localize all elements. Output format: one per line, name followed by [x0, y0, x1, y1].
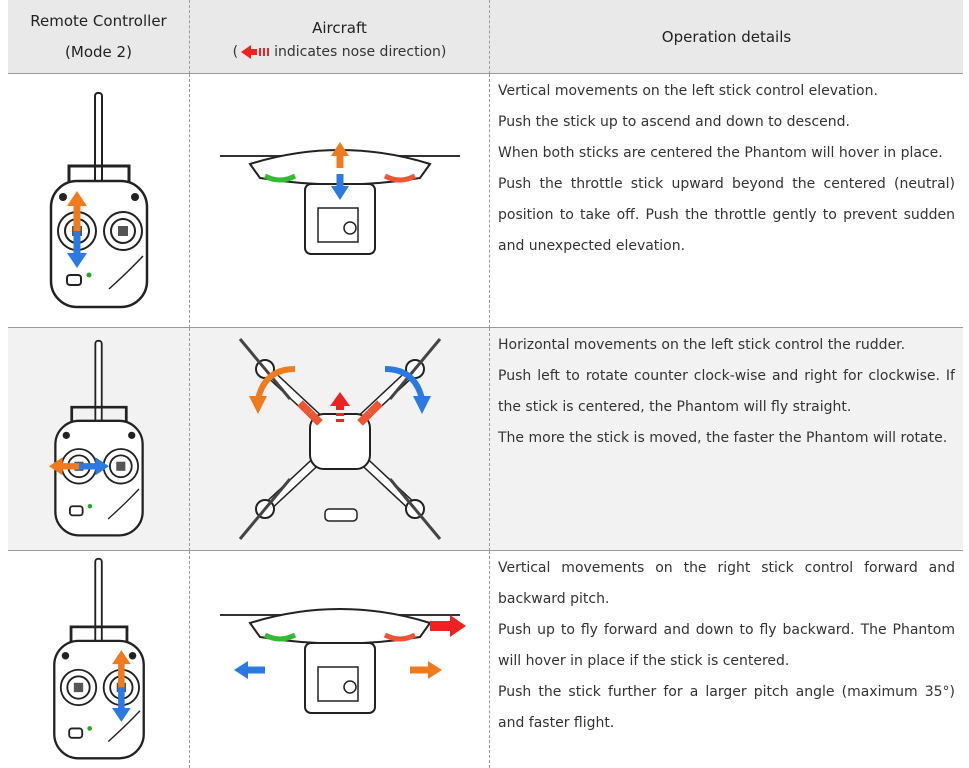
remote-cell — [8, 551, 190, 768]
detail-paragraph: Push up to fly forward and down to fly b… — [498, 622, 955, 669]
header-text: Aircraft — [312, 19, 367, 37]
detail-paragraph: When both sticks are centered the Phanto… — [498, 145, 943, 161]
aircraft-cell — [190, 551, 490, 768]
aircraft-cell — [190, 328, 490, 551]
header-text: indicates nose direction) — [274, 44, 447, 60]
details-cell: Vertical movements on the right stick co… — [490, 551, 963, 768]
header-cell: Operation details — [490, 0, 963, 74]
header-text: (Mode 2) — [65, 42, 132, 61]
detail-paragraph: Vertical movements on the right stick co… — [498, 560, 955, 607]
remote-illustration — [39, 91, 159, 311]
remote-cell — [8, 74, 190, 328]
remote-cell — [8, 328, 190, 551]
controls-table: Remote Controller (Mode 2) Aircraft ( in… — [8, 0, 963, 768]
detail-paragraph: Push left to rotate counter clock-wise a… — [498, 368, 955, 415]
detail-paragraph: Push the stick up to ascend and down to … — [498, 114, 850, 130]
remote-illustration — [39, 557, 159, 762]
detail-paragraph: The more the stick is moved, the faster … — [498, 430, 948, 446]
detail-paragraph: Vertical movements on the left stick con… — [498, 83, 878, 99]
detail-paragraph: Horizontal movements on the left stick c… — [498, 337, 906, 353]
header-text: Operation details — [661, 27, 792, 46]
aircraft-illustration — [230, 334, 450, 544]
aircraft-illustration — [210, 141, 470, 266]
header-note: ( indicates nose direction) — [233, 44, 447, 60]
detail-paragraph: Push the throttle stick upward beyond th… — [498, 176, 955, 254]
header-cell: Aircraft ( indicates nose direction) — [190, 0, 490, 74]
header-text: ( — [232, 44, 239, 60]
detail-paragraph: Push the stick further for a larger pitc… — [498, 684, 955, 731]
nose-arrow-icon — [241, 45, 270, 59]
aircraft-illustration — [210, 595, 466, 725]
aircraft-cell — [190, 74, 490, 328]
header-cell: Remote Controller (Mode 2) — [8, 0, 190, 74]
header-text: Remote Controller — [30, 11, 167, 30]
details-cell: Horizontal movements on the left stick c… — [490, 328, 963, 551]
details-cell: Vertical movements on the left stick con… — [490, 74, 963, 328]
remote-illustration — [48, 339, 159, 539]
